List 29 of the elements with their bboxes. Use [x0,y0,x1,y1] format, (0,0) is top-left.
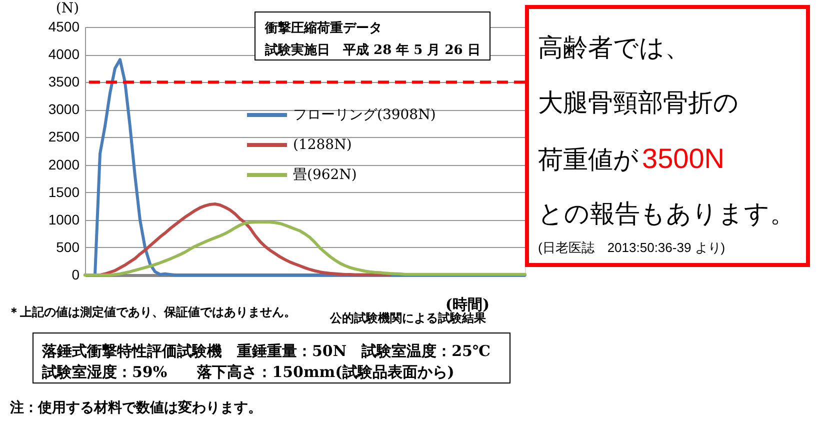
y-tick-label: 4500 [48,18,80,34]
y-tick-label: 3500 [48,74,80,90]
y-tick-label: 1000 [48,211,80,228]
y-tick-label: 2000 [48,156,80,172]
text: 荷重値が [538,146,639,174]
y-axis-title: (N) [56,0,80,16]
line-series [98,202,392,276]
text: 高齢者では、 [538,34,690,62]
text: 試験室湿度：59% 落下高さ：150mm(試験品表面から) [41,363,454,381]
text: 注：使用する材料で数値は変わります。 [9,399,262,416]
text: (日老医誌 2013:50:36-39 より) [538,240,726,255]
text: 公的試験機関による試験結果 [329,311,487,325]
text: との報告もあります。 [538,200,795,228]
legend-label: 畳(962N) [293,167,357,183]
line-series [84,220,526,276]
text: 落錘式衝撃特性評価試験機 重錘重量：50N 試験室温度：25℃ [41,342,490,360]
text: 3500N [642,143,725,174]
legend-label: (1288N) [293,137,352,153]
text: 大腿骨頸部骨折の [538,89,739,117]
y-tick-label: 1500 [48,184,80,200]
y-tick-label: 3000 [48,101,80,118]
text: ＊上記の値は測定値であり、保証値ではありません。 [8,305,296,319]
y-tick-label: 500 [56,238,80,255]
y-tick-label: 0 [72,266,80,282]
annotation: 試験実施日 平成 28 年 5 月 26 日 [264,42,480,58]
annotation: 衝撃圧縮荷重データ [264,20,382,36]
legend-label: フローリング(3908N) [293,107,436,123]
y-tick-label: 4000 [48,46,80,62]
y-tick-label: 2500 [48,128,80,145]
